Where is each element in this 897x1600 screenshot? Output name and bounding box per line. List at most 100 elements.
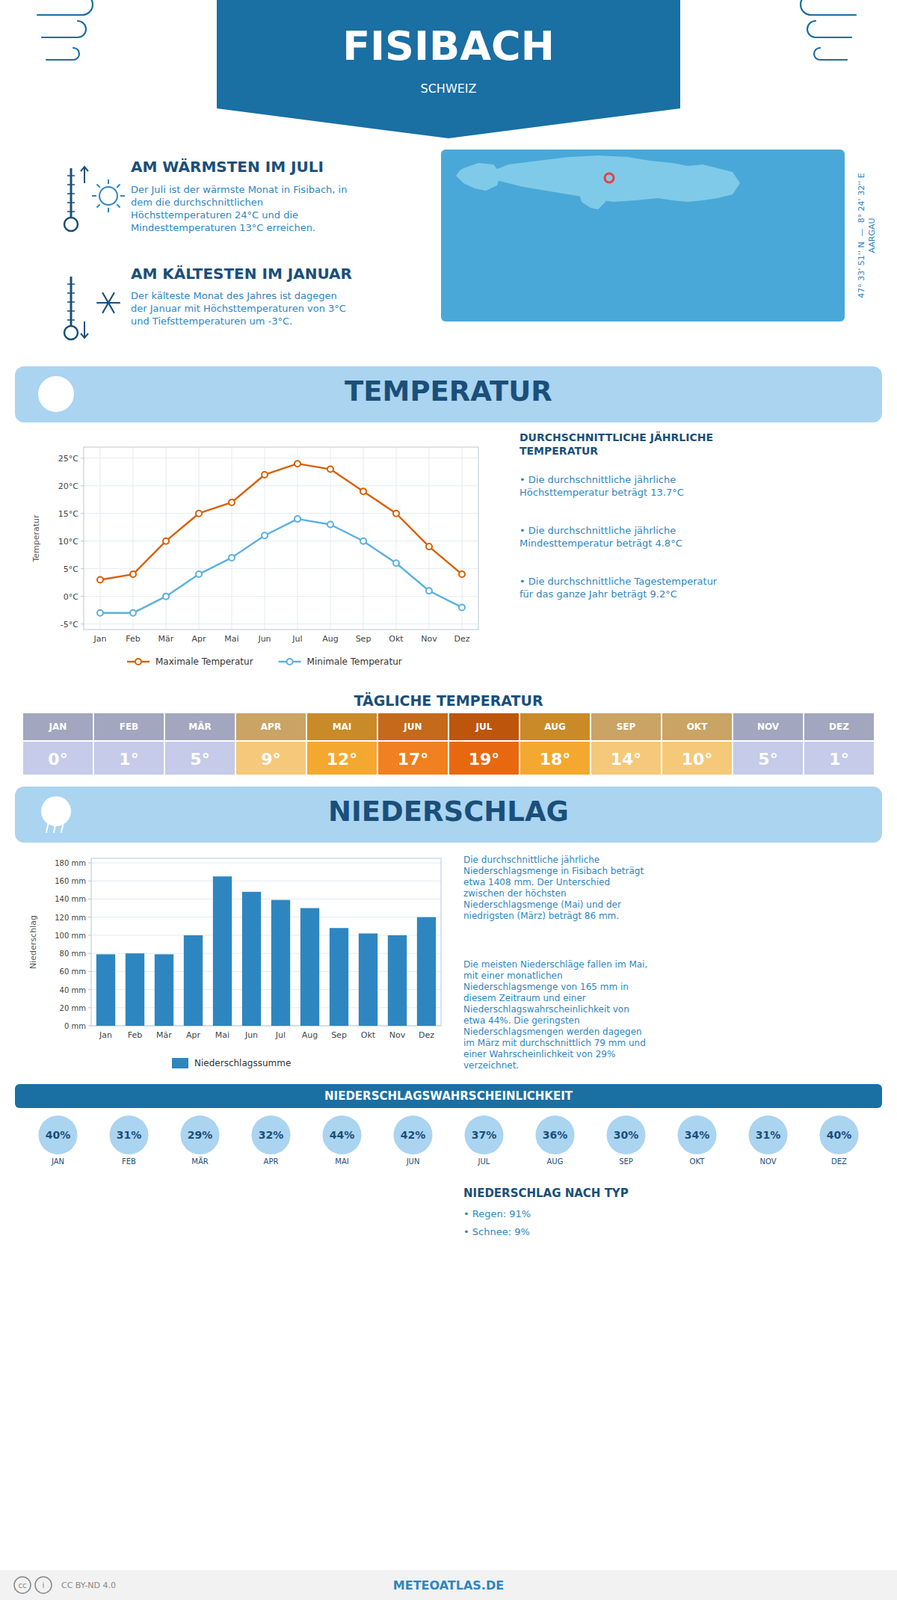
rain-drop: [53, 821, 57, 832]
bar: [213, 876, 232, 1026]
point-marker: [261, 532, 268, 539]
warmest-text-line: Höchsttemperaturen 24°C und die: [130, 209, 299, 221]
x-grid-line: [429, 447, 430, 630]
coldest-text-line: Der kälteste Monat des Jahres ist dagege…: [130, 290, 338, 302]
data-label-line: 14°: [610, 749, 643, 769]
header-label: JUL: [475, 721, 493, 732]
panel-text-line: diesem Zeitraum und einer: [463, 992, 587, 1004]
plot-area: [97, 460, 465, 616]
x-tick-label: Jan: [98, 1030, 113, 1040]
header-cell: [94, 713, 164, 741]
header-label-line: MÄR: [188, 720, 211, 732]
point-marker: [393, 510, 400, 517]
data-label: 29%: [187, 1128, 214, 1141]
coldest-text-line: und Tiefsttemperaturen um -3°C.: [130, 315, 293, 327]
header-label-line: JUL: [475, 721, 493, 732]
type-title-line: NIEDERSCHLAG NACH TYP: [463, 1186, 629, 1200]
header-label: JUN: [402, 721, 422, 732]
y-grid-line: [91, 862, 442, 864]
data-label-line: 37%: [471, 1128, 498, 1141]
category-label: DEZ: [831, 1157, 847, 1166]
header-label-line: JUN: [402, 721, 422, 732]
probability-circle: [677, 1115, 717, 1155]
point-marker: [261, 471, 268, 478]
point-marker: [327, 466, 334, 473]
thermo-bulb: [64, 217, 78, 231]
map-africa: [579, 188, 610, 210]
point-marker: [327, 521, 334, 528]
warmest-title-line: AM WÄRMSTEN IM JULI: [130, 157, 324, 176]
map: [441, 149, 845, 322]
x-tick-label-line: Apr: [186, 1030, 202, 1040]
y-axis-label: Temperatur: [31, 514, 42, 563]
panel-title-line: TEMPERATUR: [519, 444, 598, 457]
y-tick-label: 0°C: [63, 591, 79, 601]
sun-ray: [116, 183, 120, 187]
data-label-line: 5°: [757, 749, 778, 769]
point-marker: [458, 571, 465, 578]
category-label-line: JUN: [405, 1157, 421, 1166]
x-tick-label-line: Mai: [215, 1030, 230, 1040]
license-icon-label-line: cc: [18, 1580, 27, 1590]
panel-text-line: Niederschlagsmenge von 165 mm in: [463, 981, 629, 992]
y-tick-label: 60 mm: [59, 967, 86, 976]
y-grid-line: [83, 485, 479, 486]
x-tick-label: Jun: [244, 1030, 258, 1040]
panel-text-line: Niederschlagsmengen werden dagegen: [463, 1026, 643, 1037]
x-tick-label-line: Jun: [244, 1030, 258, 1040]
footer-license-line: CC BY-ND 4.0: [61, 1580, 116, 1590]
plot-frame: [83, 447, 479, 630]
value-cell: [165, 741, 235, 775]
y-tick: [88, 916, 92, 918]
bullet-text-line: für das ganze Jahr beträgt 9.2°C: [519, 588, 678, 600]
panel-text-line: im März mit durchschnittlich 79 mm und: [463, 1037, 646, 1048]
y-tick: [80, 623, 84, 625]
rain-drop: [61, 821, 64, 832]
y-tick-label-line: 160 mm: [54, 876, 86, 886]
x-tick-label-line: Jan: [98, 1030, 113, 1040]
y-axis-label: Niederschlag: [28, 914, 39, 969]
x-tick-label-line: Nov: [389, 1030, 406, 1040]
x-tick-label: Jan: [93, 633, 107, 644]
x-tick-label: Jun: [257, 633, 271, 644]
bar: [96, 953, 116, 1026]
category-label: JAN: [50, 1157, 65, 1166]
y-grid-line: [83, 457, 479, 459]
data-label: 19°: [468, 749, 501, 769]
probability-circle: [180, 1115, 220, 1155]
thermo-tick: [67, 192, 75, 195]
sun-ray: [96, 204, 100, 208]
sun-icon: [91, 179, 125, 213]
thermo-tick: [67, 174, 75, 177]
probability-title-line: NIEDERSCHLAGSWAHRSCHEINLICHKEIT: [324, 1089, 574, 1103]
series-line: [100, 518, 462, 613]
probability-circle: [251, 1115, 291, 1155]
y-tick-label-line: 40 mm: [59, 985, 86, 994]
coordinates-line: 47° 33' 51'' N — 8° 24' 32'' E: [856, 172, 867, 298]
x-tick-label-line: Feb: [127, 1030, 143, 1040]
data-label: 10°: [681, 749, 714, 769]
y-tick: [80, 457, 84, 459]
header-label-line: DEZ: [828, 721, 850, 732]
warmest-text-line: dem die durchschnittlichen: [130, 196, 264, 208]
panel-text-line: etwa 44%. Die geringsten: [463, 1015, 581, 1026]
panel-text: Die durchschnittliche jährlicheNiedersch…: [463, 854, 644, 921]
map-eurasia: [485, 155, 741, 202]
bar: [358, 932, 378, 1026]
data-label: 17°: [397, 749, 430, 769]
value-cell: [520, 741, 590, 775]
category-label: MÄR: [191, 1156, 208, 1166]
x-tick-label-line: Mär: [158, 633, 175, 644]
snowflake-arm: [103, 293, 115, 313]
category-label: AUG: [547, 1157, 564, 1166]
value-cell: [378, 741, 448, 775]
coldest-text: Der kälteste Monat des Jahres ist dagege…: [130, 290, 347, 327]
panel-title: DURCHSCHNITTLICHE JÄHRLICHETEMPERATUR: [519, 431, 714, 457]
section-title: TEMPERATUR: [344, 375, 553, 408]
data-label-line: 17°: [397, 749, 430, 769]
thermo-tick: [67, 210, 75, 213]
y-grid-line: [83, 512, 479, 514]
x-tick-label: Jul: [291, 633, 302, 644]
y-tick-label: 40 mm: [59, 985, 86, 994]
point-marker: [195, 571, 202, 578]
